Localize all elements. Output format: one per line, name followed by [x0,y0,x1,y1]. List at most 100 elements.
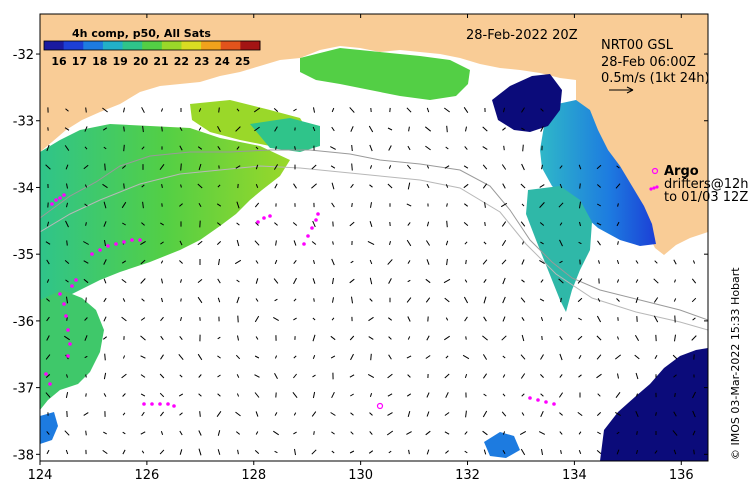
current-vector [691,335,697,341]
current-vector [255,278,259,284]
current-vector [464,431,468,435]
drifter-point [528,396,532,400]
current-vector [254,202,260,208]
current-vector [103,146,107,150]
current-vector [331,182,335,190]
x-tick-label: 124 [28,468,53,483]
current-vector [198,127,202,131]
current-vector [369,412,373,416]
current-vector [672,430,678,436]
drifter-point [130,238,134,242]
current-vector [559,260,563,264]
current-vector [692,391,696,399]
current-vector [45,164,51,170]
drifter-point [68,342,72,346]
current-vector [388,354,392,360]
current-vector [217,126,221,132]
current-vector [331,391,335,399]
current-vector [386,430,394,436]
current-vector [235,165,241,169]
current-vector [617,203,619,207]
current-vector [445,355,449,359]
current-vector [465,259,467,265]
current-vector [332,277,334,285]
current-vector [655,412,657,416]
colorbar-tick-label: 20 [133,55,149,68]
current-vector [217,336,221,340]
current-vector [312,374,316,378]
credit-text: © IMOS 03-Mar-2022 15:33 Hobart [729,267,742,460]
current-vector [160,222,164,226]
current-vector [64,127,70,131]
current-vector [197,146,203,150]
current-vector [140,278,146,284]
current-vector [104,240,106,246]
colorbar-tick-label: 23 [194,55,209,68]
argo-label: Argo [664,164,699,179]
current-vector [653,297,659,303]
current-vector [634,354,640,360]
current-vector [560,449,562,455]
x-tick-label: 136 [669,468,694,483]
current-vector [444,373,450,379]
drifters-label-line2: to 01/03 12Z [664,190,748,205]
current-vector [387,259,393,265]
current-vector [388,336,392,340]
drifter-point [302,242,306,246]
current-vector [140,317,146,321]
current-vector [388,450,392,454]
current-vector [446,258,448,266]
sst-patch-west [40,124,290,312]
drifter-point [150,402,154,406]
current-vector [653,278,659,284]
current-vector [83,164,89,170]
current-vector [217,146,221,150]
current-vector [311,449,317,455]
current-vector [216,411,222,417]
current-vector [197,183,203,189]
current-vector [579,221,581,227]
current-vector [311,241,317,245]
current-vector [387,393,393,397]
current-vector [540,108,544,112]
current-vector [577,335,583,341]
current-vector [331,317,335,321]
current-vector [160,241,164,245]
current-vector [198,448,202,456]
current-vector [558,278,564,284]
current-vector [616,279,620,283]
current-vector [293,277,297,285]
current-vector [654,355,658,359]
current-vector [540,393,544,397]
current-vector [84,146,88,150]
drifter-point [58,292,62,296]
current-info: NRT00 GSL 28-Feb 06:00Z 0.5m/s (1kt 24h) [601,38,710,94]
current-vector [123,144,125,152]
current-vector [46,221,50,227]
drifter-point [44,372,48,376]
current-vector [520,373,526,379]
current-vector [520,297,526,303]
current-vector [540,279,544,283]
current-vector [369,221,373,227]
current-vector [425,297,431,303]
current-vector [616,431,620,435]
current-vector [65,449,69,455]
current-vector [482,259,488,265]
current-vector [540,410,544,418]
current-vector [179,240,183,246]
current-vector [293,240,297,246]
current-vector [674,393,676,397]
current-vector [559,335,563,341]
current-vector [161,278,163,284]
current-vector [520,448,526,456]
current-vector [577,297,583,303]
colorbar-title: 4h comp, p50, All Sats [72,27,211,40]
current-vector [349,335,355,341]
current-vector [198,108,202,112]
current-vector [387,127,393,131]
current-vector [161,126,163,132]
current-vector [444,165,450,169]
current-vector [235,431,241,435]
current-vector [140,240,146,246]
